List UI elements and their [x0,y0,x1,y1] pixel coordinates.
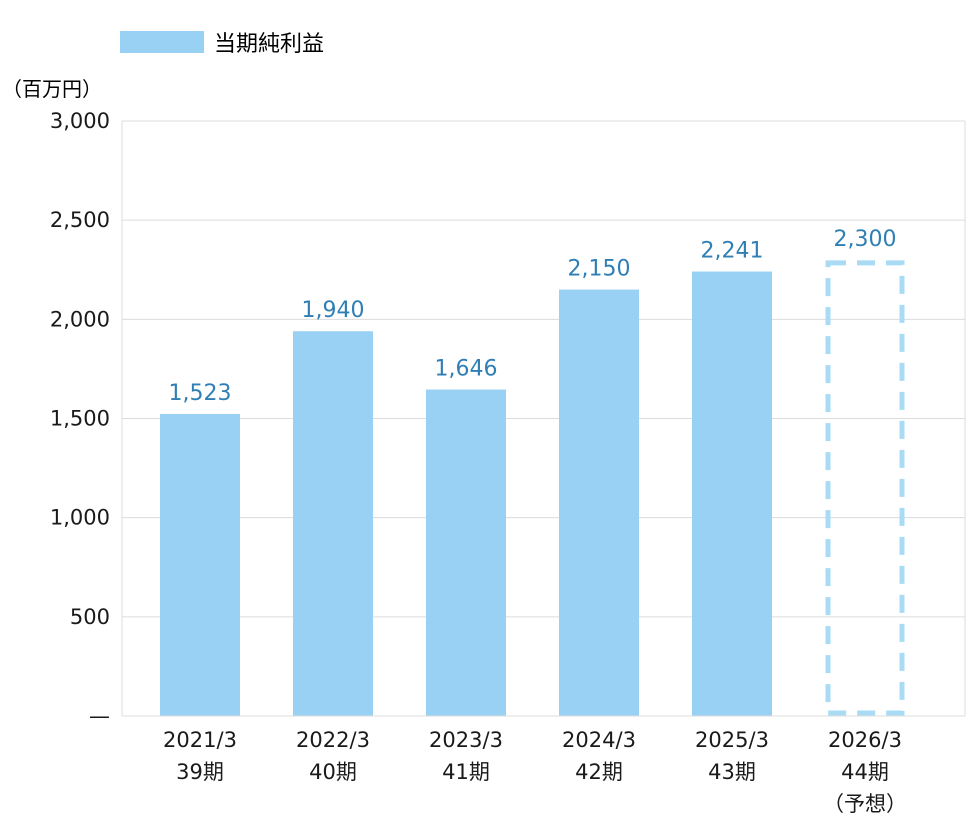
gridlines [122,120,965,618]
x-tick-period: 41期 [442,760,490,784]
unit-label: （百万円） [2,77,102,101]
value-label: 1,646 [435,357,498,382]
x-tick-period: 42期 [575,760,623,784]
y-tick-label: 500 [70,605,110,629]
value-label: 2,241 [701,239,764,264]
x-tick-date: 2024/3 [562,728,636,752]
legend: 当期純利益 [120,31,324,57]
y-tick-label: 2,000 [50,307,110,331]
legend-label: 当期純利益 [214,32,324,57]
value-label: 1,940 [302,298,365,323]
y-tick-label: 1,000 [50,506,110,530]
x-tick-period: 44期 [841,760,889,784]
x-tick-period: 39期 [176,760,224,784]
y-tick-label: 3,000 [50,109,110,133]
y-axis-ticks: — 500 1,000 1,500 2,000 2,500 3,000 [50,109,110,728]
x-tick-period: 43期 [708,760,756,784]
bar-forecast [825,260,905,716]
plot-frame [121,121,966,717]
x-tick-period: 40期 [309,760,357,784]
bar [692,271,772,716]
bar [426,389,506,716]
y-tick-label: 2,500 [50,208,110,232]
bar [293,331,373,716]
x-tick-date: 2026/3 [828,728,902,752]
value-label: 1,523 [169,381,232,406]
x-tick-date: 2021/3 [163,728,237,752]
value-labels: 1,523 1,940 1,646 2,150 2,241 2,300 [169,227,897,406]
bar [160,413,240,716]
y-tick-label: 1,500 [50,407,110,431]
bar [559,289,639,716]
value-label: 2,150 [568,257,631,282]
x-tick-date: 2023/3 [429,728,503,752]
bars [160,260,905,716]
x-axis-labels: 2021/3 39期 2022/3 40期 2023/3 41期 2024/3 42期 2025… [163,728,907,816]
x-tick-date: 2022/3 [296,728,370,752]
x-tick-note: （予想） [823,792,907,816]
legend-swatch [120,31,204,53]
value-label: 2,300 [834,227,897,252]
y-tick-label: — [89,704,110,728]
x-tick-date: 2025/3 [695,728,769,752]
